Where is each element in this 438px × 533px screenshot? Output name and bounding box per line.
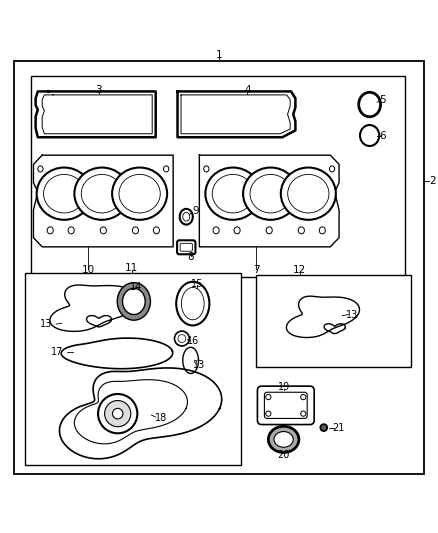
Ellipse shape <box>178 335 186 343</box>
Ellipse shape <box>112 167 167 220</box>
Ellipse shape <box>359 92 381 117</box>
FancyBboxPatch shape <box>180 244 192 251</box>
Ellipse shape <box>234 227 240 234</box>
Ellipse shape <box>117 282 150 320</box>
Ellipse shape <box>180 209 193 224</box>
Ellipse shape <box>205 167 260 220</box>
Bar <box>256 275 411 367</box>
Ellipse shape <box>266 394 271 400</box>
Polygon shape <box>33 155 173 247</box>
Ellipse shape <box>274 432 293 447</box>
Ellipse shape <box>300 411 306 416</box>
Ellipse shape <box>298 227 304 234</box>
Text: 6: 6 <box>379 131 386 141</box>
Text: 15: 15 <box>191 279 203 289</box>
Ellipse shape <box>68 227 74 234</box>
Ellipse shape <box>98 394 138 433</box>
Ellipse shape <box>74 167 129 220</box>
Ellipse shape <box>288 174 329 213</box>
Polygon shape <box>74 379 187 444</box>
Ellipse shape <box>213 227 219 234</box>
Ellipse shape <box>123 288 145 314</box>
Ellipse shape <box>204 166 209 172</box>
Ellipse shape <box>153 227 159 234</box>
Text: 19: 19 <box>278 382 290 392</box>
Text: 21: 21 <box>332 423 344 433</box>
Ellipse shape <box>281 167 336 220</box>
Text: 20: 20 <box>277 450 290 460</box>
Text: 2: 2 <box>429 176 435 187</box>
Text: 10: 10 <box>81 265 95 276</box>
Text: 7: 7 <box>253 265 259 276</box>
Text: 13: 13 <box>346 310 358 319</box>
Bar <box>31 76 405 277</box>
Ellipse shape <box>266 411 271 416</box>
Text: 18: 18 <box>155 413 167 423</box>
Ellipse shape <box>174 331 189 346</box>
Text: 9: 9 <box>193 206 199 216</box>
Text: 13: 13 <box>193 360 205 370</box>
Ellipse shape <box>176 282 209 326</box>
Text: 11: 11 <box>125 263 138 273</box>
Text: 12: 12 <box>293 265 307 275</box>
Ellipse shape <box>181 287 204 320</box>
Ellipse shape <box>37 167 92 220</box>
Ellipse shape <box>360 125 379 146</box>
Ellipse shape <box>163 166 169 172</box>
Ellipse shape <box>320 424 327 431</box>
Ellipse shape <box>300 394 306 400</box>
Text: 13: 13 <box>40 319 53 329</box>
Ellipse shape <box>329 166 335 172</box>
Bar <box>25 273 241 465</box>
Text: 8: 8 <box>187 252 194 262</box>
Text: 16: 16 <box>187 336 199 346</box>
Ellipse shape <box>38 166 43 172</box>
Text: 1: 1 <box>215 50 223 60</box>
Ellipse shape <box>105 400 131 427</box>
Ellipse shape <box>250 174 291 213</box>
Text: 14: 14 <box>130 282 142 292</box>
Ellipse shape <box>47 227 53 234</box>
Ellipse shape <box>319 227 325 234</box>
Ellipse shape <box>43 174 85 213</box>
Text: 5: 5 <box>379 95 386 104</box>
Text: 17: 17 <box>51 346 64 357</box>
Ellipse shape <box>100 227 106 234</box>
Polygon shape <box>199 155 339 247</box>
Ellipse shape <box>243 167 298 220</box>
Text: 3: 3 <box>95 85 102 95</box>
Ellipse shape <box>212 174 254 213</box>
Ellipse shape <box>81 174 123 213</box>
Ellipse shape <box>183 212 190 221</box>
Ellipse shape <box>268 426 299 453</box>
Text: 4: 4 <box>244 85 251 95</box>
Ellipse shape <box>132 227 138 234</box>
Ellipse shape <box>119 174 160 213</box>
Ellipse shape <box>113 408 123 419</box>
Ellipse shape <box>266 227 272 234</box>
